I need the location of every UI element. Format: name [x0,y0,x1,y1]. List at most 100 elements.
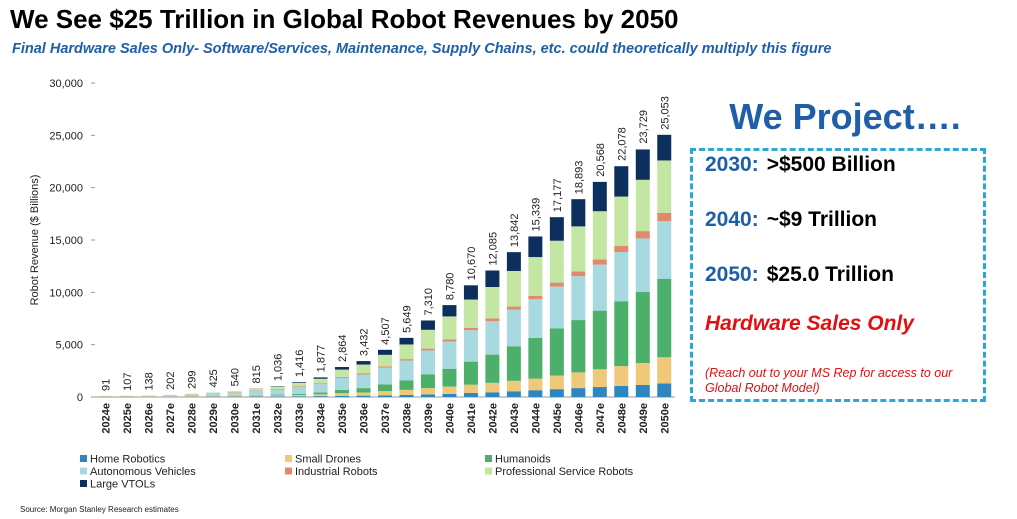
x-tick-label: 2039e [423,403,435,434]
bar-segment [528,378,543,391]
bar-segment [635,179,650,232]
legend-swatch [285,455,292,462]
bar-segment [420,374,435,389]
x-tick-label: 2037e [380,403,392,434]
total-label: 540 [230,368,242,386]
bar-segment [399,389,414,395]
bar-segment [571,320,586,373]
total-label: 8,780 [444,273,456,301]
total-label: 2,864 [337,334,349,362]
bar-segment [399,360,414,381]
total-label: 15,339 [530,198,542,232]
total-label: 107 [122,373,134,391]
bar-segment [335,389,350,394]
bar-segment [292,382,307,383]
bar-segment [592,387,607,397]
x-tick-label: 2030e [230,403,242,434]
bar-segment [571,388,586,397]
projection-panel: 2030: >$500 Billion 2040: ~$9 Trillion 205… [690,148,986,402]
bar-segment [313,377,328,379]
y-tick-label: 15,000 [49,235,83,247]
total-label: 425 [208,369,220,387]
y-tick-label: 25,000 [49,130,83,142]
bar-segment [356,392,371,396]
bar-segment [485,392,500,397]
total-label: 91 [101,379,113,391]
bar-segment [549,240,564,283]
bar-segment [442,386,457,394]
bar-segment [549,282,564,287]
bar-segment [592,211,607,260]
bar-segment [571,276,586,321]
bar-segment [270,396,285,397]
bar-segment [442,305,457,317]
bar-segment [657,212,672,222]
bar-segment [463,299,478,328]
bar-segment [292,382,307,387]
bar-segment [206,392,221,394]
total-label: 10,670 [466,247,478,281]
bar-segment [506,309,521,347]
bar-segment [485,382,500,393]
bar-segment [657,357,672,384]
bar-segment [571,199,586,227]
bar-segment [528,390,543,397]
bar-segment [335,393,350,396]
bar-segment [485,321,500,355]
x-tick-label: 2035e [337,403,349,434]
bar-segment [227,391,242,393]
x-tick-label: 2043e [509,403,521,434]
bar-segment [378,395,392,397]
x-tick-label: 2028e [187,403,199,434]
legend-swatch [80,467,87,475]
bar-segment [378,349,392,355]
x-tick-label: 2024e [101,403,113,434]
bar-segment [270,395,285,397]
bar-segment [635,384,650,397]
bar-segment [635,362,650,385]
bar-segment [420,320,435,330]
bar-segment [657,160,672,213]
bar-segment [463,327,478,331]
bar-segment [399,344,414,360]
bar-segment [485,318,500,322]
bar-segment [592,181,607,212]
bar-segment [356,364,371,374]
bar-segment [270,389,285,390]
bar-segment [528,295,543,300]
bar-segment [163,395,178,397]
projection-year: 2050: [705,263,759,286]
bar-segment [227,395,242,397]
bar-segment [657,134,672,161]
bar-segment [657,221,672,279]
legend-label: Humanoids [495,454,551,466]
total-label: 4,507 [380,317,392,345]
bar-segment [184,394,199,397]
bar-segment [335,377,350,390]
total-label: 1,036 [273,354,285,382]
x-tick-label: 2027e [165,403,177,434]
total-label: 7,310 [423,288,435,316]
y-tick-label: 10,000 [49,287,83,299]
x-tick-label: 2031e [251,403,263,434]
bar-segment [313,383,328,385]
bar-segment [420,394,435,397]
x-tick-label: 2038e [401,403,413,434]
bar-segment [506,252,521,271]
bar-segment [399,380,414,390]
bar-segment [635,149,650,180]
x-tick-label: 2026e [144,403,156,434]
bar-segment [335,369,350,377]
bar-segment [356,373,371,375]
bar-segment [335,376,350,378]
bar-segment [420,350,435,375]
x-tick-label: 2047e [595,403,607,434]
bar-segment [292,396,307,397]
bar-segment [399,337,414,345]
x-tick-label: 2040e [444,403,456,434]
bar-segment [614,166,629,197]
bar-segment [592,369,607,388]
chart-title: We See $25 Trillion in Global Robot Reve… [10,4,679,34]
